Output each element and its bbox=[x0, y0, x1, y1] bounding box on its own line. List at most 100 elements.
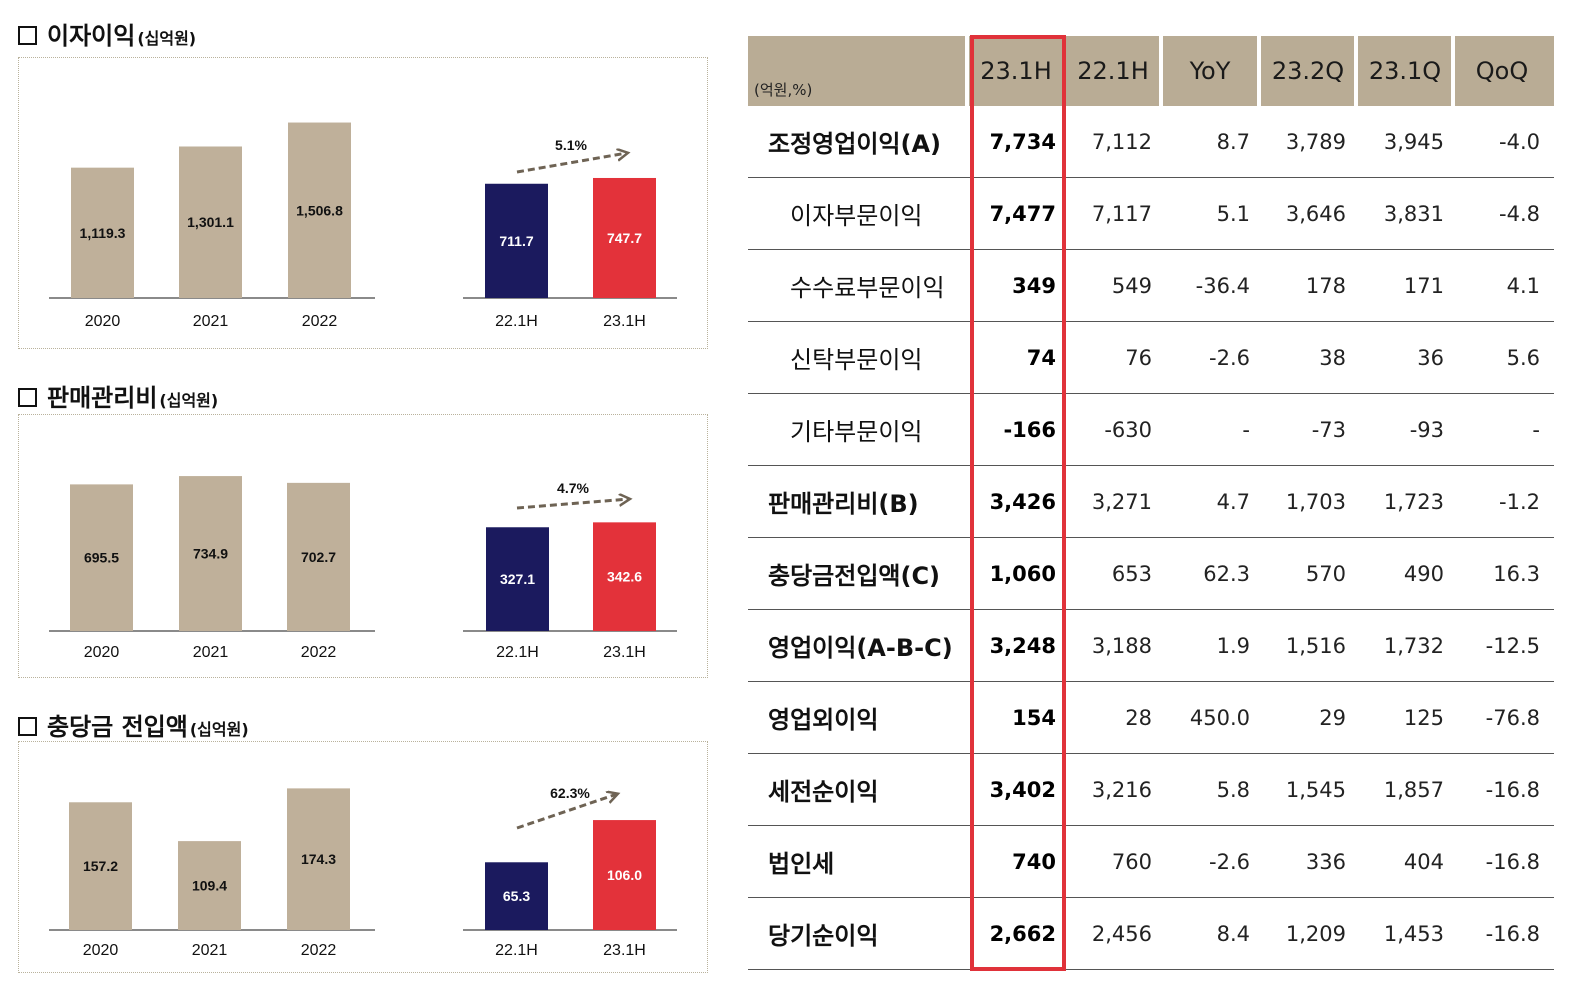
table-cell: 8.7 bbox=[1216, 129, 1250, 154]
section-title-interest-income: 이자이익 (십억원) bbox=[18, 16, 196, 51]
table-row: 당기순이익 2,662 2,456 8.4 1,209 1,453 -16.8 bbox=[748, 898, 1554, 970]
bar-2022 bbox=[287, 788, 350, 930]
growth-label: 4.7% bbox=[557, 480, 589, 496]
bar-23.1H bbox=[593, 820, 656, 930]
table-cell: -1.2 bbox=[1499, 489, 1540, 514]
table-cell: 1,209 bbox=[1285, 921, 1346, 946]
x-tick-label: 2022 bbox=[302, 313, 338, 330]
column-header: 22.1H bbox=[1077, 57, 1149, 85]
table-cell: 36 bbox=[1417, 345, 1444, 370]
table-unit-label: (억원,%) bbox=[754, 81, 813, 99]
growth-arrow-icon bbox=[516, 499, 629, 510]
table-cell: 154 bbox=[1012, 705, 1056, 730]
table-cell: -4.8 bbox=[1499, 201, 1540, 226]
header-separator bbox=[1451, 36, 1455, 106]
bar-value-label: 1,119.3 bbox=[80, 225, 126, 241]
table-cell: 4.7 bbox=[1216, 489, 1250, 514]
table-cell: 349 bbox=[1012, 273, 1056, 298]
bar-value-label: 174.3 bbox=[301, 851, 336, 867]
chart-panel-interest-income: 1,119.3 2020 1,301.1 2021 1,506.8 2022 711.7 22… bbox=[18, 57, 708, 349]
bar-value-label: 157.2 bbox=[83, 858, 118, 874]
bar-2021 bbox=[179, 476, 242, 631]
header-separator bbox=[1159, 36, 1163, 106]
x-tick-label: 23.1H bbox=[603, 942, 646, 959]
x-tick-label: 22.1H bbox=[495, 313, 538, 330]
bar-value-label: 711.7 bbox=[499, 233, 533, 249]
growth-arrow-icon bbox=[516, 794, 617, 830]
table-row: 신탁부문이익 74 76 -2.6 38 36 5.6 bbox=[748, 322, 1554, 394]
table-cell: 3,426 bbox=[989, 489, 1056, 514]
x-tick-label: 2021 bbox=[192, 942, 228, 959]
table-cell: 62.3 bbox=[1203, 561, 1250, 586]
row-label: 수수료부문이익 bbox=[790, 274, 945, 302]
bar-value-label: 109.4 bbox=[192, 878, 227, 894]
row-label: 영업이익(A-B-C) bbox=[768, 634, 953, 662]
row-label: 기타부문이익 bbox=[790, 418, 923, 446]
table-cell: 74 bbox=[1026, 345, 1056, 370]
table-cell: 3,248 bbox=[989, 633, 1056, 658]
row-label: 이자부문이익 bbox=[790, 202, 923, 230]
table-cell: 2,456 bbox=[1091, 921, 1152, 946]
row-label: 당기순이익 bbox=[768, 922, 879, 950]
column-header: QoQ bbox=[1475, 57, 1529, 85]
table-row: 법인세 740 760 -2.6 336 404 -16.8 bbox=[748, 826, 1554, 898]
table-cell: 7,117 bbox=[1091, 201, 1152, 226]
table-cell: 7,112 bbox=[1091, 129, 1152, 154]
table-cell: 1,732 bbox=[1383, 633, 1444, 658]
section-unit: (십억원) bbox=[189, 720, 249, 739]
x-tick-label: 2020 bbox=[85, 313, 121, 330]
table-cell: 549 bbox=[1111, 273, 1152, 298]
chart-sga: 695.5 2020 734.9 2021 702.7 2022 327.1 22.1H 342… bbox=[49, 476, 677, 661]
bar-22.1H bbox=[485, 862, 548, 930]
bar-value-label: 65.3 bbox=[503, 888, 530, 904]
table-row: 기타부문이익 -166 -630 - -73 -93 - bbox=[748, 394, 1554, 466]
table-cell: 5.1 bbox=[1216, 201, 1250, 226]
bar-value-label: 342.6 bbox=[607, 569, 642, 585]
x-tick-label: 2021 bbox=[193, 313, 229, 330]
table-cell: 1,060 bbox=[989, 561, 1056, 586]
header-separator bbox=[1062, 36, 1066, 106]
table-cell: -2.6 bbox=[1209, 345, 1250, 370]
table-cell: 3,271 bbox=[1091, 489, 1152, 514]
table-cell: 760 bbox=[1111, 849, 1152, 874]
x-tick-label: 2020 bbox=[84, 644, 120, 661]
table-cell: 125 bbox=[1403, 705, 1444, 730]
table-cell: 178 bbox=[1305, 273, 1346, 298]
header-separator bbox=[1354, 36, 1358, 106]
bar-value-label: 702.7 bbox=[301, 549, 336, 565]
x-tick-label: 2020 bbox=[83, 942, 119, 959]
table-cell: 171 bbox=[1403, 273, 1444, 298]
bar-2020 bbox=[71, 167, 134, 298]
table-cell: 5.6 bbox=[1506, 345, 1540, 370]
table-cell: 38 bbox=[1319, 345, 1346, 370]
table-cell: 1,857 bbox=[1383, 777, 1444, 802]
bar-value-label: 106.0 bbox=[607, 867, 642, 883]
growth-arrow-icon bbox=[516, 153, 627, 174]
section-title-text: 충당금 전입액 bbox=[47, 713, 188, 741]
header-separator bbox=[965, 36, 969, 106]
table-body: 조정영업이익(A) 7,734 7,112 8.7 3,789 3,945 -4.0 이자부문… bbox=[748, 106, 1554, 970]
table-cell: 3,789 bbox=[1285, 129, 1346, 154]
growth-label: 5.1% bbox=[555, 137, 587, 153]
table-row: 판매관리비(B) 3,426 3,271 4.7 1,703 1,723 -1.2 bbox=[748, 466, 1554, 538]
table-cell: 740 bbox=[1012, 849, 1056, 874]
bar-23.1H bbox=[593, 522, 656, 631]
row-label: 충당금전입액(C) bbox=[768, 562, 941, 590]
row-label: 세전순이익 bbox=[768, 778, 879, 806]
table-cell: 3,945 bbox=[1383, 129, 1444, 154]
row-label: 신탁부문이익 bbox=[790, 346, 923, 374]
table-cell: 4.1 bbox=[1506, 273, 1540, 298]
bar-22.1H bbox=[485, 183, 548, 298]
row-label: 법인세 bbox=[768, 850, 835, 878]
x-tick-label: 2022 bbox=[301, 942, 337, 959]
table-cell: 3,402 bbox=[989, 777, 1056, 802]
table-cell: - bbox=[1242, 417, 1250, 442]
bar-value-label: 327.1 bbox=[500, 571, 535, 587]
table-cell: 28 bbox=[1125, 705, 1152, 730]
x-tick-label: 2021 bbox=[193, 644, 229, 661]
bar-2022 bbox=[288, 122, 351, 298]
income-table: (억원,%) 23.1H 22.1H YoY 23.2Q 23.1Q QoQ 조정영업이익… bbox=[748, 36, 1554, 970]
bar-value-label: 734.9 bbox=[193, 546, 228, 562]
bar-value-label: 1,301.1 bbox=[187, 214, 234, 230]
x-tick-label: 23.1H bbox=[603, 644, 646, 661]
